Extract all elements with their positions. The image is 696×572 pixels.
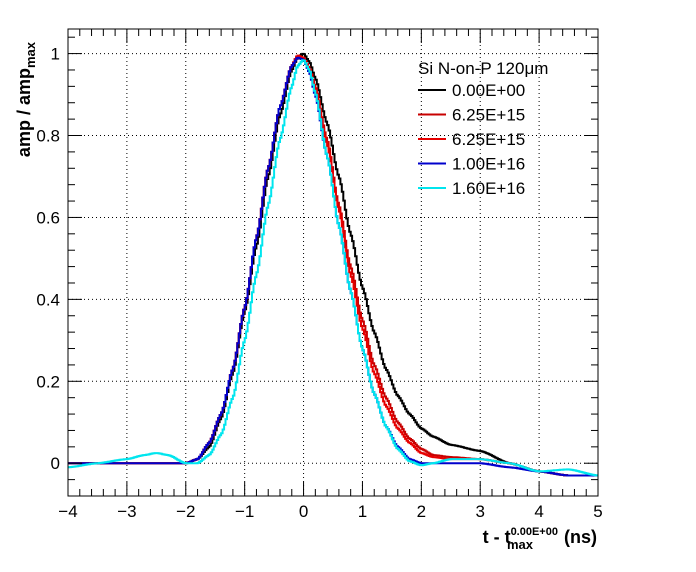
legend-title: Si N-on-P 120μm [418,59,548,78]
x-tick-label: 3 [475,502,484,521]
x-tick-label: 5 [593,502,602,521]
x-tick-label: −3 [117,502,136,521]
series-layer [68,52,598,477]
y-tick-label: 1 [51,45,60,64]
x-tick-label: 1 [358,502,367,521]
legend-entry-label: 6.25E+15 [452,130,525,149]
x-tick-label: −2 [176,502,195,521]
y-axis-title: amp / ampmax [14,41,38,157]
series-line-4 [68,59,598,477]
x-axis-title: t - t0.00E+00 max (ns) [483,526,597,552]
x-tick-label: 0 [299,502,308,521]
x-tick-label: −4 [58,502,77,521]
x-tick-label: −1 [235,502,254,521]
x-tick-label: 2 [417,502,426,521]
legend: Si N-on-P 120μm 0.00E+00 6.25E+15 6.25E+15… [418,59,548,198]
axis-ticks [67,29,599,497]
y-tick-label: 0.2 [36,372,60,391]
plot-frame [67,28,599,497]
legend-entry-label: 0.00E+00 [452,81,525,100]
legend-entry-label: 1.60E+16 [452,179,525,198]
y-tick-label: 0 [51,454,60,473]
grid [67,29,599,496]
y-tick-label: 0.4 [36,290,60,309]
y-tick-label: 0.6 [36,208,60,227]
tick-labels: −4 −3 −2 −1 0 1 2 3 4 5 0 0.2 0.4 0.6 0.8 1 [36,45,602,521]
legend-entry-label: 1.00E+16 [452,155,525,174]
x-tick-label: 4 [534,502,543,521]
legend-entry-label: 6.25E+15 [452,106,525,125]
y-tick-label: 0.8 [36,127,60,146]
